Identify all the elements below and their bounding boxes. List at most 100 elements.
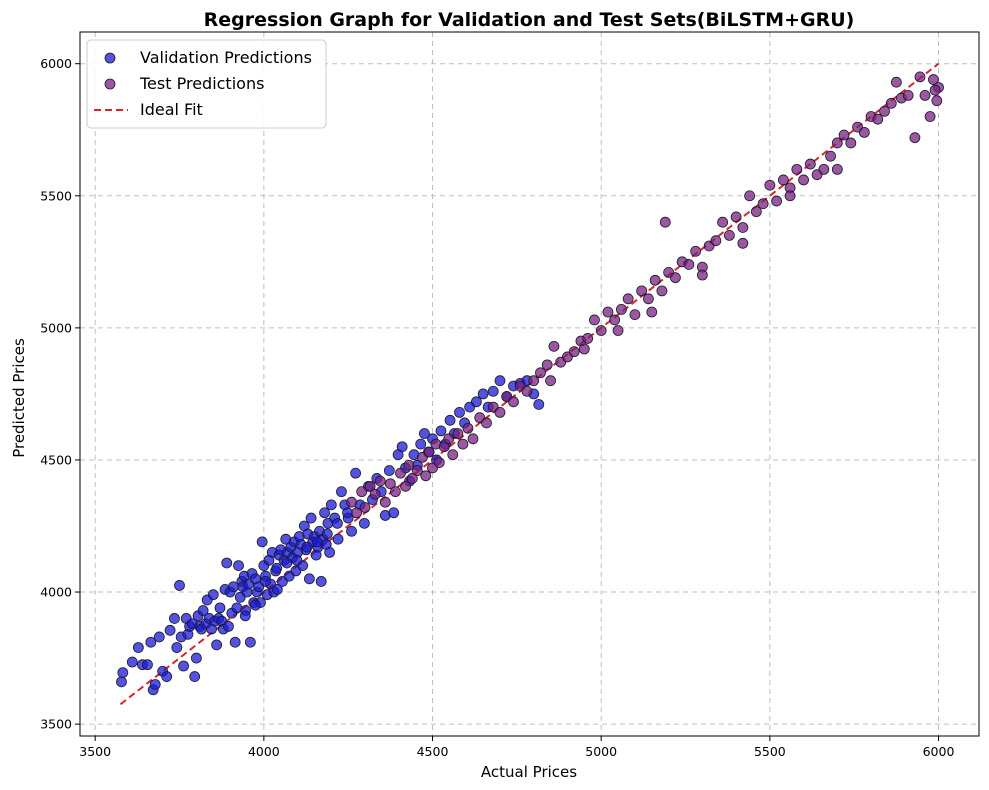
validation-point xyxy=(315,576,327,587)
chart-title: Regression Graph for Validation and Test… xyxy=(204,9,855,31)
validation-point xyxy=(383,465,395,476)
y-axis-ticks: 3500 4000 4500 5000 5500 6000 xyxy=(40,56,80,732)
test-point xyxy=(804,158,816,170)
test-point xyxy=(411,465,423,476)
y-tick-label: 6000 xyxy=(40,56,72,71)
validation-point xyxy=(164,624,176,636)
test-point xyxy=(423,446,435,458)
validation-point xyxy=(233,560,244,572)
validation-point xyxy=(342,507,353,519)
validation-points xyxy=(116,375,545,696)
validation-point xyxy=(494,375,506,387)
legend: Validation Predictions Test Predictions … xyxy=(86,39,327,129)
test-point xyxy=(890,76,902,88)
validation-point xyxy=(207,589,219,601)
test-point xyxy=(777,174,789,186)
test-point xyxy=(395,467,406,479)
validation-point xyxy=(388,507,400,519)
test-point xyxy=(462,422,474,434)
x-tick-label: 4000 xyxy=(248,744,280,759)
x-axis-ticks: 3500 4000 4500 5000 5500 6000 xyxy=(79,736,954,759)
test-point xyxy=(818,163,830,175)
test-point xyxy=(578,343,590,355)
test-point xyxy=(595,325,607,336)
validation-point xyxy=(487,385,499,397)
validation-point xyxy=(321,528,333,540)
validation-point xyxy=(332,533,344,545)
test-point xyxy=(568,346,580,358)
test-point xyxy=(443,433,455,445)
validation-point xyxy=(239,610,251,622)
test-point xyxy=(390,486,401,498)
validation-point xyxy=(305,512,317,524)
test-point xyxy=(582,333,594,344)
validation-point xyxy=(444,414,456,426)
test-point xyxy=(643,293,654,305)
test-point xyxy=(757,198,769,210)
validation-point xyxy=(419,428,430,439)
validation-point xyxy=(470,396,482,408)
validation-point xyxy=(311,536,323,548)
validation-point xyxy=(281,557,293,569)
test-point xyxy=(646,306,658,318)
validation-point xyxy=(533,399,545,410)
test-point xyxy=(825,150,836,162)
test-point xyxy=(545,375,556,387)
test-point xyxy=(351,507,363,519)
test-point xyxy=(384,478,396,490)
test-point xyxy=(535,367,546,379)
x-tick-label: 6000 xyxy=(923,744,955,759)
test-point xyxy=(784,190,796,202)
test-point xyxy=(364,480,376,492)
y-tick-label: 5500 xyxy=(40,188,72,203)
test-point xyxy=(798,174,809,186)
test-point xyxy=(622,293,634,305)
test-point xyxy=(690,245,702,257)
test-point xyxy=(879,105,890,117)
validation-point xyxy=(197,605,209,616)
validation-point xyxy=(336,486,347,498)
y-tick-label: 4000 xyxy=(40,585,72,600)
test-point xyxy=(914,71,926,83)
legend-ideal-label: Ideal Fit xyxy=(140,100,203,119)
test-point xyxy=(609,314,621,326)
test-point xyxy=(744,190,756,202)
test-point xyxy=(710,235,722,247)
validation-point xyxy=(145,636,157,648)
test-point xyxy=(494,406,506,418)
test-point xyxy=(737,237,749,249)
grid xyxy=(80,32,979,736)
test-point xyxy=(683,259,695,270)
test-point xyxy=(730,211,742,223)
validation-point xyxy=(171,642,183,653)
validation-point xyxy=(303,573,315,585)
test-point xyxy=(508,396,519,408)
legend-test-marker xyxy=(104,78,116,90)
validation-point xyxy=(244,636,256,648)
y-tick-label: 4500 xyxy=(40,452,72,467)
validation-point xyxy=(221,557,233,569)
test-point xyxy=(656,285,668,297)
validation-point xyxy=(117,667,129,678)
validation-point xyxy=(169,613,180,624)
validation-point xyxy=(250,599,261,611)
validation-point xyxy=(319,507,330,519)
validation-point xyxy=(174,580,185,591)
validation-point xyxy=(229,636,241,648)
validation-point xyxy=(211,639,223,651)
validation-point xyxy=(214,602,226,614)
validation-point xyxy=(178,660,189,672)
test-point xyxy=(467,433,479,445)
legend-validation-marker xyxy=(104,52,116,64)
legend-test-label: Test Predictions xyxy=(139,74,264,93)
validation-point xyxy=(324,547,336,558)
validation-point xyxy=(331,517,343,529)
validation-point xyxy=(350,467,362,479)
y-tick-label: 3500 xyxy=(40,717,72,732)
plot-frame xyxy=(79,31,980,737)
test-point xyxy=(457,438,469,450)
test-point xyxy=(528,375,540,387)
x-tick-label: 3500 xyxy=(79,744,111,759)
test-point xyxy=(670,272,681,284)
